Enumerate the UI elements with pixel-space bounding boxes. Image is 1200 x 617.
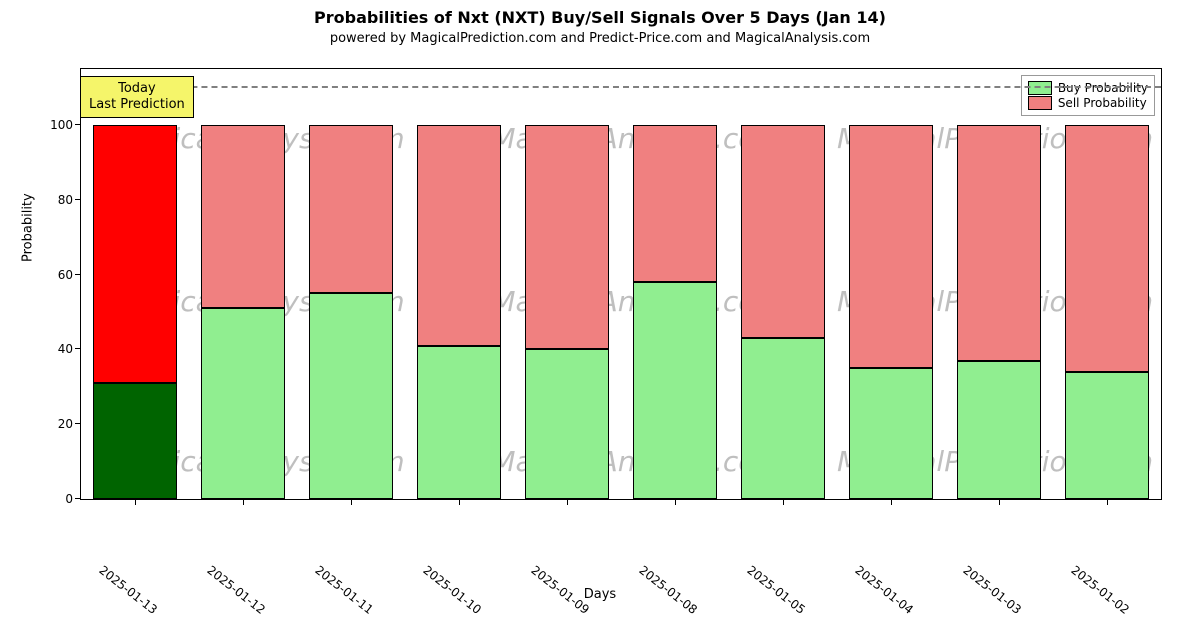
sell-bar <box>633 125 717 282</box>
legend-label: Buy Probability <box>1058 81 1148 95</box>
x-tick-mark <box>567 499 568 505</box>
bar-slot <box>957 69 1041 499</box>
buy-bar <box>417 346 501 499</box>
buy-bar <box>1065 372 1149 499</box>
buy-bar <box>957 361 1041 499</box>
legend-swatch <box>1028 81 1052 95</box>
bar-slot <box>309 69 393 499</box>
bar-slot <box>849 69 933 499</box>
buy-bar <box>93 383 177 499</box>
buy-bar <box>741 338 825 499</box>
buy-bar <box>849 368 933 499</box>
sell-bar <box>93 125 177 383</box>
y-tick-label: 0 <box>33 492 73 506</box>
bar-slot <box>525 69 609 499</box>
buy-bar <box>633 282 717 499</box>
bar-slot <box>741 69 825 499</box>
y-tick-mark <box>75 423 81 424</box>
bar-slot <box>93 69 177 499</box>
y-tick-mark <box>75 124 81 125</box>
legend-entry: Sell Probability <box>1028 96 1148 110</box>
sell-bar <box>957 125 1041 361</box>
sell-bar <box>849 125 933 368</box>
sell-bar <box>1065 125 1149 372</box>
chart-subtitle: powered by MagicalPrediction.com and Pre… <box>0 31 1200 46</box>
y-tick-mark <box>75 274 81 275</box>
y-tick-label: 20 <box>33 417 73 431</box>
x-tick-mark <box>675 499 676 505</box>
x-tick-mark <box>243 499 244 505</box>
x-tick-mark <box>891 499 892 505</box>
sell-bar <box>417 125 501 346</box>
legend-swatch <box>1028 96 1052 110</box>
x-tick-mark <box>999 499 1000 505</box>
x-tick-mark <box>1107 499 1108 505</box>
bar-slot <box>1065 69 1149 499</box>
y-tick-mark <box>75 199 81 200</box>
legend: Buy ProbabilitySell Probability <box>1021 75 1155 116</box>
y-tick-label: 100 <box>33 118 73 132</box>
sell-bar <box>201 125 285 308</box>
bars-area <box>81 69 1161 499</box>
buy-bar <box>201 308 285 499</box>
y-axis-label: Probability <box>18 8 38 448</box>
sell-bar <box>741 125 825 338</box>
sell-bar <box>525 125 609 349</box>
chart-title: Probabilities of Nxt (NXT) Buy/Sell Sign… <box>0 8 1200 27</box>
y-tick-label: 80 <box>33 193 73 207</box>
x-tick-mark <box>351 499 352 505</box>
y-tick-mark <box>75 348 81 349</box>
x-tick-mark <box>459 499 460 505</box>
y-tick-mark <box>75 498 81 499</box>
today-callout: TodayLast Prediction <box>80 76 194 117</box>
sell-bar <box>309 125 393 293</box>
legend-label: Sell Probability <box>1058 96 1147 110</box>
y-tick-label: 40 <box>33 342 73 356</box>
bar-slot <box>417 69 501 499</box>
x-tick-mark <box>783 499 784 505</box>
y-tick-label: 60 <box>33 268 73 282</box>
legend-entry: Buy Probability <box>1028 81 1148 95</box>
bar-slot <box>633 69 717 499</box>
x-tick-mark <box>135 499 136 505</box>
buy-bar <box>309 293 393 499</box>
plot-area: MagicalPrediction.comMagicalAnalysis.com… <box>80 68 1162 500</box>
bar-slot <box>201 69 285 499</box>
threshold-line <box>81 86 1161 88</box>
buy-bar <box>525 349 609 499</box>
